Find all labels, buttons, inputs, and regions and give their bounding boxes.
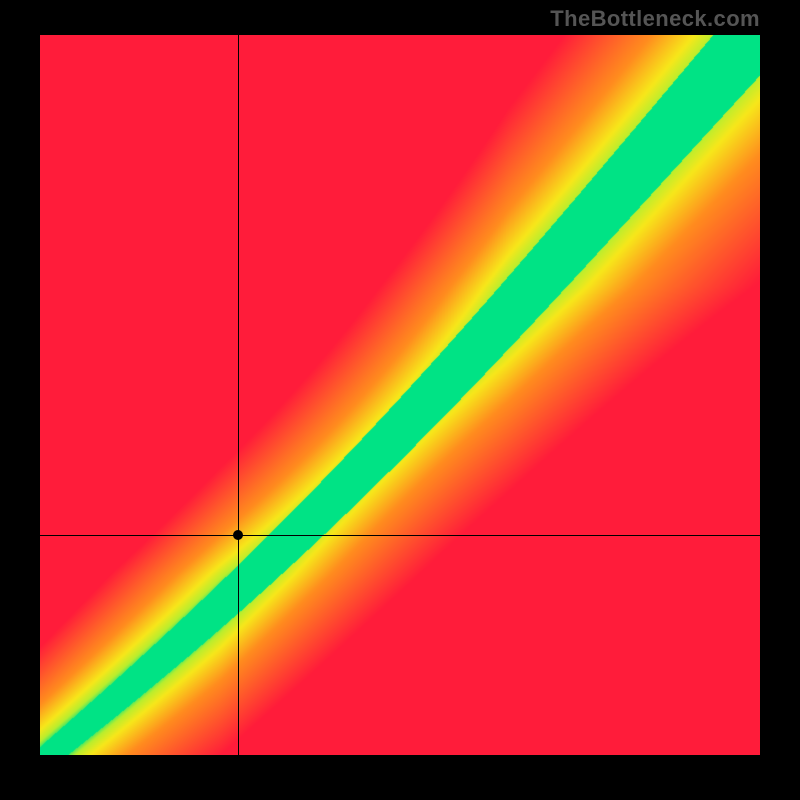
frame: TheBottleneck.com [0, 0, 800, 800]
crosshair-horizontal [40, 535, 760, 536]
heatmap-plot [40, 35, 760, 755]
crosshair-vertical [238, 35, 239, 755]
crosshair-marker [233, 530, 243, 540]
heatmap-canvas [40, 35, 760, 755]
watermark-text: TheBottleneck.com [550, 6, 760, 32]
